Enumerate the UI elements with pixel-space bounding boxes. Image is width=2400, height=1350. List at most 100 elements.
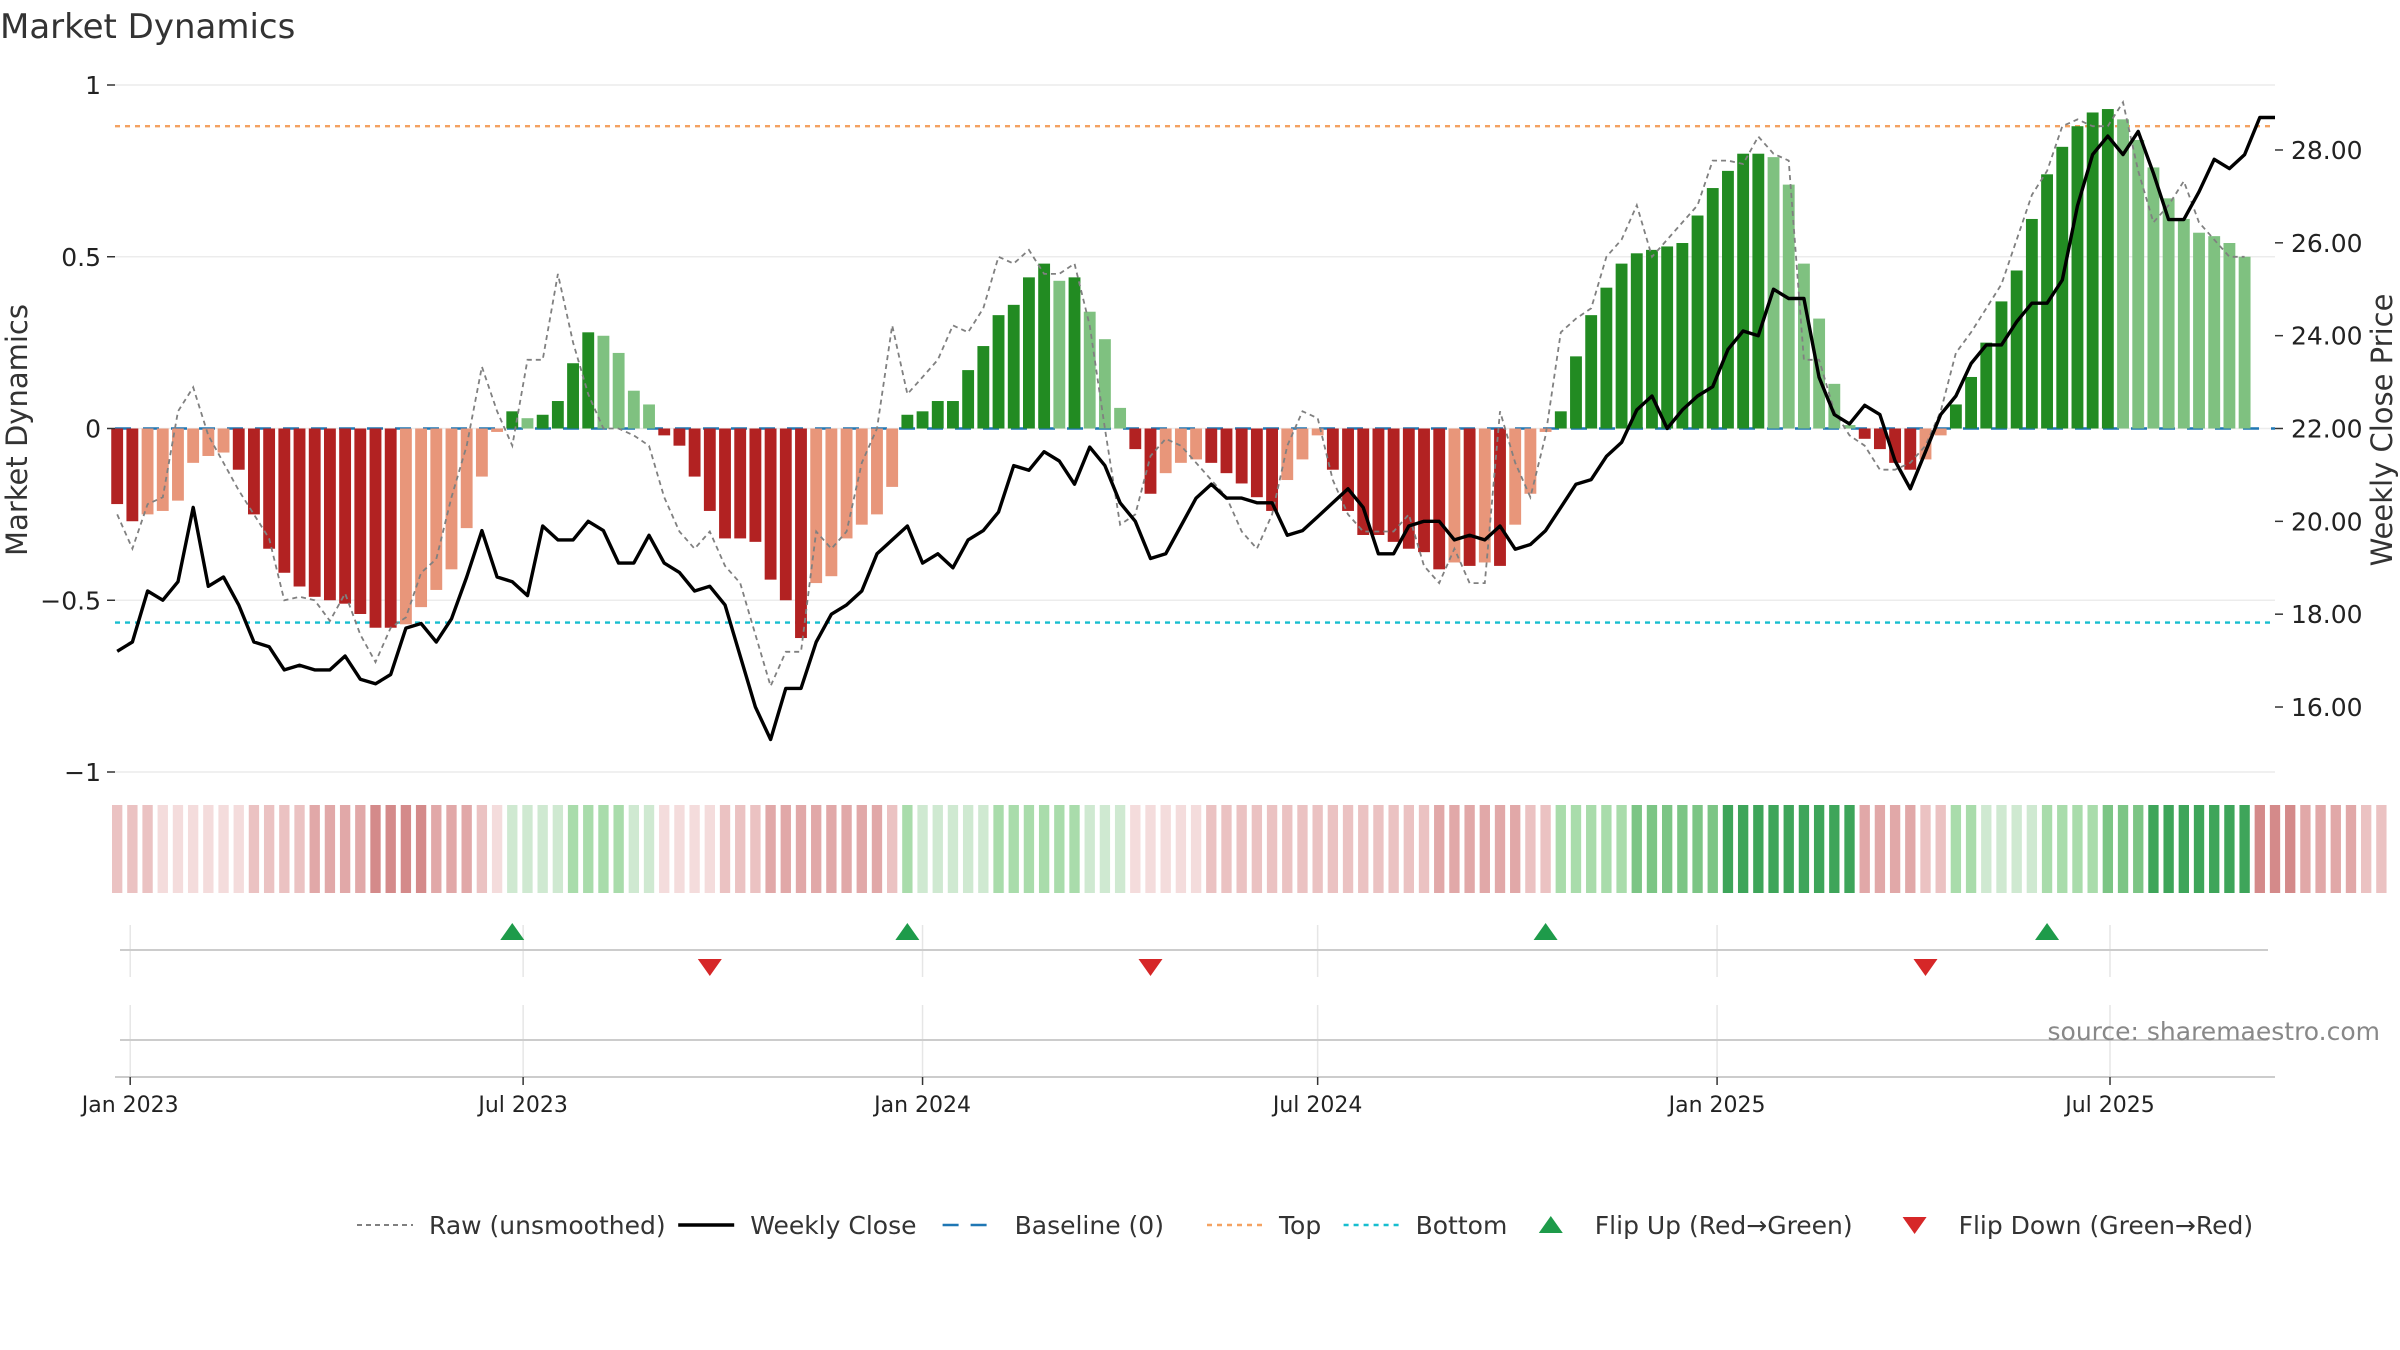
regime-strip-cell [1555, 805, 1566, 893]
dynamics-bar [1463, 428, 1476, 566]
dynamics-bar [567, 363, 579, 429]
regime-strip-cell [1358, 805, 1369, 893]
regime-strip-cell [2361, 805, 2372, 893]
regime-strip-cell [2269, 805, 2281, 893]
dynamics-bar [1281, 428, 1294, 481]
right-axis-tick-label: 20.00 [2291, 507, 2363, 536]
dynamics-bar [612, 352, 625, 429]
dynamics-bar [2147, 167, 2160, 429]
dynamics-bar [1418, 428, 1430, 553]
regime-strip-cell [1282, 805, 1293, 893]
regime-strip-cell [1160, 805, 1171, 893]
regime-strip-cell [1996, 805, 2007, 893]
dynamics-bar [597, 335, 610, 429]
regime-strip-cell [248, 805, 260, 893]
dynamics-bar [293, 428, 306, 587]
dynamics-bar [1615, 263, 1628, 429]
regime-strip-cell [1677, 805, 1688, 893]
regime-strip-cell [902, 805, 913, 893]
flip-up-marker [500, 923, 525, 940]
dynamics-bar [1174, 428, 1187, 463]
dynamics-bars [111, 109, 2251, 639]
raw-series [116, 99, 2245, 689]
left-axis-label: Market Dynamics [0, 304, 34, 556]
dynamics-bar [1372, 428, 1385, 535]
dynamics-bar [1326, 428, 1339, 470]
x-axis-tick-label: Jan 2025 [1667, 1093, 1766, 1118]
dynamics-bar [749, 428, 762, 542]
regime-strip-cell [567, 805, 579, 893]
regime-strip-cell [446, 805, 457, 893]
regime-strip-cell [2011, 805, 2022, 893]
regime-strip-cell [1646, 805, 1658, 893]
regime-strip-cell [187, 805, 199, 893]
dynamics-bar [1129, 428, 1142, 450]
regime-strip-cell [1175, 805, 1187, 893]
regime-strip-cell [886, 805, 898, 893]
regime-strip-cell [1206, 805, 1217, 893]
dynamics-bar [1706, 188, 1719, 429]
dynamics-bar [2086, 112, 2099, 429]
regime-strip-cell [1434, 805, 1445, 893]
dynamics-bar [1068, 277, 1081, 429]
x-axis-tick-label: Jul 2025 [2063, 1093, 2155, 1118]
regime-strip-cell [522, 805, 533, 893]
regime-strip-cell [1069, 805, 1080, 893]
regime-strip-cell [309, 805, 320, 893]
regime-strip-cell [1084, 805, 1095, 893]
dynamics-bar [1752, 153, 1765, 429]
regime-strip-cell [1464, 805, 1475, 893]
dynamics-bar [992, 315, 1005, 429]
flip-down-marker [1913, 959, 1938, 976]
regime-strip-cell [1114, 805, 1126, 893]
dynamics-bar [779, 428, 792, 601]
dynamics-bar [323, 428, 336, 601]
regime-strip-cell [2041, 805, 2053, 893]
regime-strip-cell [157, 805, 168, 893]
dynamics-bar [1797, 263, 1810, 429]
dynamics-bar [1266, 428, 1278, 511]
dynamics-bar [1646, 249, 1658, 429]
dynamics-bar [962, 370, 975, 429]
regime-strip-cell [339, 805, 351, 893]
regime-strip-cell [1874, 805, 1886, 893]
regime-strip-cell [2239, 805, 2250, 893]
dynamics-bar [1494, 428, 1506, 566]
regime-strip-cell [1479, 805, 1490, 893]
regime-strip-cell [233, 805, 244, 893]
regime-strip-cell [1753, 805, 1764, 893]
weekly-close-line [116, 115, 2275, 742]
regime-strip-cell [355, 805, 366, 893]
dynamics-bar [1509, 428, 1522, 525]
regime-strip-cell [1510, 805, 1521, 893]
regime-strip-cell [385, 805, 396, 893]
dynamics-bar [1296, 428, 1309, 460]
regime-strip-cell [1844, 805, 1855, 893]
regime-strip-cell [962, 805, 974, 893]
flip-down-marker [697, 959, 722, 976]
dynamics-bar [187, 428, 200, 463]
dynamics-bar [2056, 146, 2069, 429]
raw-series-line [116, 99, 2245, 689]
x-axis-tick-label: Jan 2023 [80, 1093, 179, 1118]
legend-label: Baseline (0) [1015, 1211, 1164, 1240]
dynamics-bar [308, 428, 321, 597]
dynamics-bar [2208, 236, 2221, 429]
regime-strip-cell [2087, 805, 2098, 893]
regime-strip-cell [689, 805, 700, 893]
left-axis-tick-label: 0 [85, 415, 101, 444]
regime-strip-cell [628, 805, 640, 893]
regime-strip-cell [2330, 805, 2341, 893]
right-axis-tick-label: 16.00 [2291, 693, 2363, 722]
regime-strip-cell [659, 805, 670, 893]
dynamics-bar [1402, 428, 1415, 549]
dynamics-bar [1023, 277, 1035, 429]
regime-strip-cell [263, 805, 275, 893]
regime-strip-cell [1889, 805, 1901, 893]
dynamics-bar [111, 428, 124, 505]
dynamics-bar [886, 428, 899, 487]
legend-label: Bottom [1416, 1211, 1508, 1240]
dynamics-bar [172, 428, 184, 501]
regime-strip-cell [719, 805, 731, 893]
dynamics-bar [248, 428, 260, 515]
